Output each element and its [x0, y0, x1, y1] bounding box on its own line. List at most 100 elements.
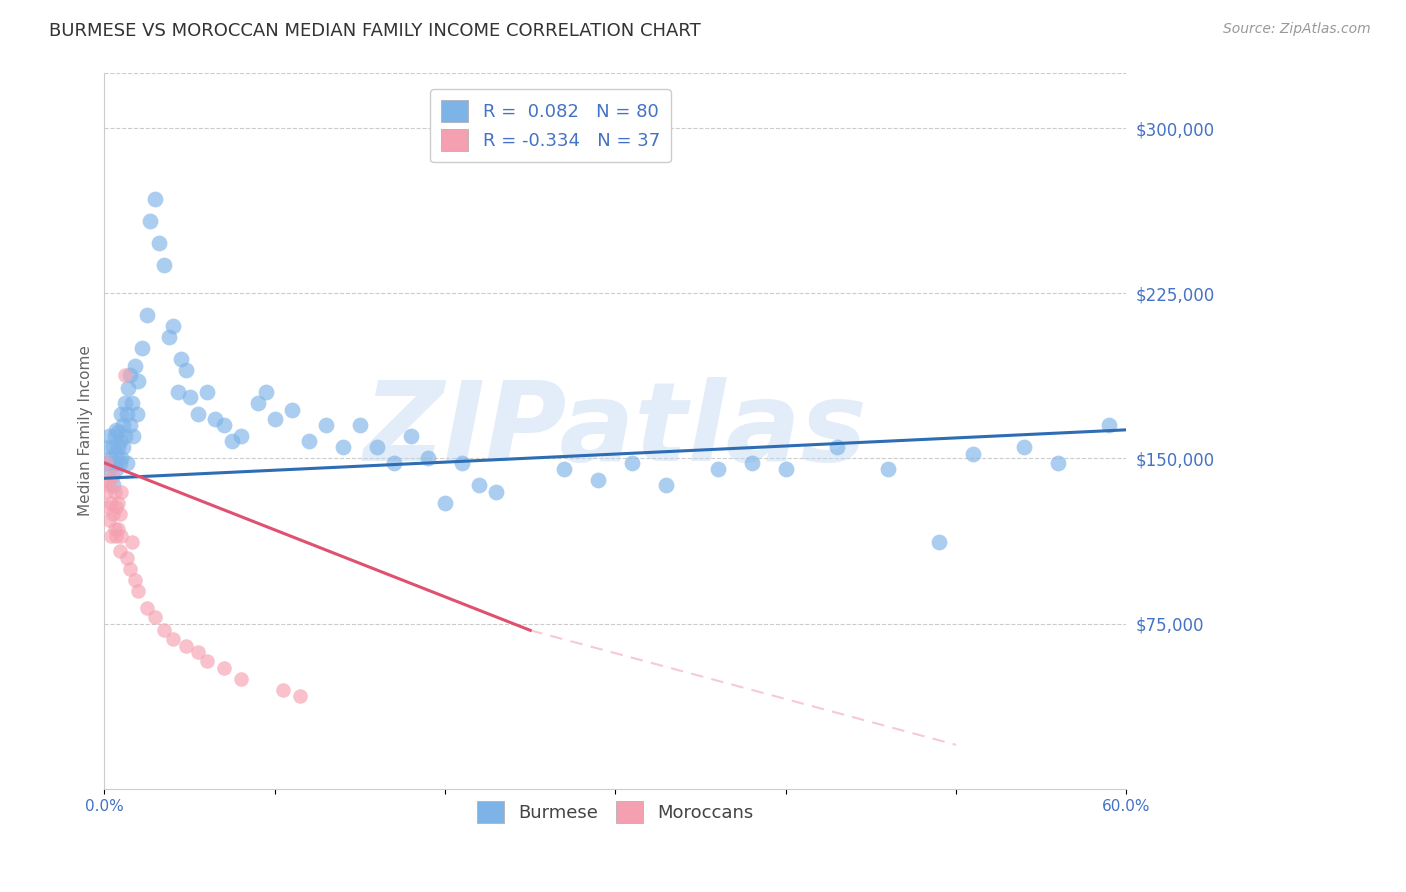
Point: [280, 403, 302, 417]
Point: [118, 368, 141, 382]
Y-axis label: Median Family Income: Median Family Income: [79, 345, 93, 516]
Point: [94, 484, 117, 499]
Point: [114, 368, 136, 382]
Point: [366, 441, 388, 455]
Point: [124, 359, 146, 373]
Point: [97, 500, 120, 514]
Point: [145, 192, 167, 206]
Point: [221, 434, 243, 448]
Point: [166, 385, 188, 400]
Point: [125, 408, 148, 422]
Point: [451, 456, 474, 470]
Point: [108, 434, 131, 448]
Point: [153, 258, 176, 272]
Point: [105, 500, 128, 514]
Point: [104, 522, 127, 536]
Point: [655, 478, 678, 492]
Point: [153, 624, 176, 638]
Point: [136, 308, 159, 322]
Text: BURMESE VS MOROCCAN MEDIAN FAMILY INCOME CORRELATION CHART: BURMESE VS MOROCCAN MEDIAN FAMILY INCOME…: [49, 22, 702, 40]
Point: [621, 456, 644, 470]
Point: [101, 441, 124, 455]
Point: [124, 573, 146, 587]
Point: [110, 451, 132, 466]
Point: [179, 390, 201, 404]
Point: [349, 418, 371, 433]
Point: [97, 474, 120, 488]
Point: [174, 639, 197, 653]
Point: [117, 381, 139, 395]
Point: [98, 513, 121, 527]
Point: [775, 462, 797, 476]
Point: [127, 583, 149, 598]
Point: [271, 682, 294, 697]
Point: [315, 418, 337, 433]
Point: [110, 408, 132, 422]
Point: [115, 550, 138, 565]
Point: [112, 418, 135, 433]
Point: [108, 544, 131, 558]
Point: [112, 441, 135, 455]
Point: [121, 396, 143, 410]
Point: [121, 535, 143, 549]
Point: [104, 456, 127, 470]
Point: [332, 441, 354, 455]
Point: [131, 342, 153, 356]
Point: [118, 561, 141, 575]
Point: [100, 528, 122, 542]
Point: [136, 601, 159, 615]
Point: [174, 363, 197, 377]
Point: [104, 484, 127, 499]
Point: [468, 478, 491, 492]
Point: [162, 319, 184, 334]
Point: [290, 690, 312, 704]
Point: [105, 423, 128, 437]
Point: [94, 456, 117, 470]
Point: [1098, 418, 1121, 433]
Point: [416, 451, 439, 466]
Point: [485, 484, 508, 499]
Point: [825, 441, 848, 455]
Text: Source: ZipAtlas.com: Source: ZipAtlas.com: [1223, 22, 1371, 37]
Point: [399, 429, 422, 443]
Point: [107, 425, 129, 439]
Point: [741, 456, 763, 470]
Point: [101, 469, 124, 483]
Point: [434, 495, 457, 509]
Point: [187, 645, 209, 659]
Legend: Burmese, Moroccans: Burmese, Moroccans: [470, 794, 761, 830]
Point: [139, 213, 162, 227]
Point: [212, 418, 235, 433]
Point: [97, 441, 120, 455]
Point: [382, 456, 405, 470]
Point: [115, 408, 138, 422]
Point: [115, 456, 138, 470]
Point: [122, 429, 145, 443]
Point: [100, 495, 122, 509]
Point: [706, 462, 728, 476]
Point: [204, 412, 226, 426]
Point: [104, 429, 127, 443]
Point: [195, 654, 218, 668]
Point: [101, 507, 124, 521]
Point: [876, 462, 898, 476]
Point: [110, 528, 132, 542]
Point: [1012, 441, 1035, 455]
Point: [298, 434, 321, 448]
Point: [101, 478, 124, 492]
Point: [107, 441, 129, 455]
Point: [229, 429, 252, 443]
Point: [108, 507, 131, 521]
Point: [588, 474, 610, 488]
Point: [187, 408, 209, 422]
Point: [553, 462, 575, 476]
Point: [110, 484, 132, 499]
Point: [148, 235, 170, 250]
Point: [1047, 456, 1070, 470]
Point: [105, 528, 128, 542]
Point: [108, 456, 131, 470]
Point: [157, 330, 180, 344]
Point: [127, 375, 149, 389]
Point: [212, 661, 235, 675]
Point: [98, 478, 121, 492]
